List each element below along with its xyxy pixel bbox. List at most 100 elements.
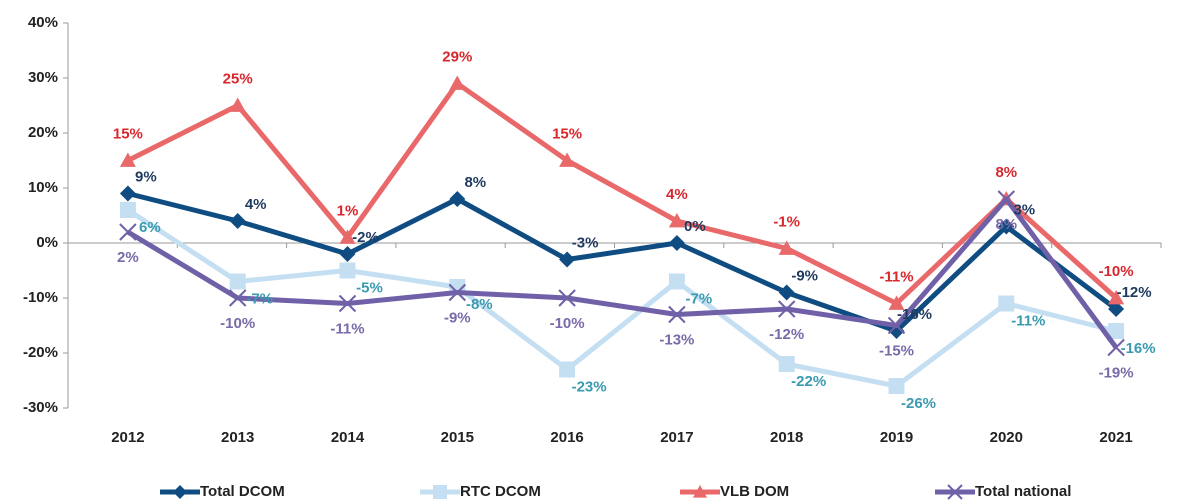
marker xyxy=(449,191,466,207)
marker xyxy=(668,305,686,324)
data-label: -23% xyxy=(572,378,607,395)
marker xyxy=(998,218,1015,235)
data-label: -19% xyxy=(1099,364,1134,381)
marker xyxy=(339,246,356,262)
legend-item: RTC DCOM xyxy=(420,483,541,500)
x-tick-label: 2021 xyxy=(1099,429,1132,446)
x-tick-label: 2013 xyxy=(221,429,254,446)
data-label: -10% xyxy=(1099,263,1134,280)
marker xyxy=(888,378,905,394)
x-tick-label: 2015 xyxy=(441,429,474,446)
data-label: 8% xyxy=(464,174,486,191)
marker xyxy=(947,484,963,500)
data-label: -9% xyxy=(791,267,818,284)
data-label: -8% xyxy=(466,296,493,313)
data-label: -2% xyxy=(352,229,379,246)
marker xyxy=(229,213,246,229)
marker xyxy=(998,295,1015,312)
marker xyxy=(558,289,576,307)
data-label: -7% xyxy=(686,290,713,307)
data-label: 1% xyxy=(337,202,359,219)
marker xyxy=(1108,323,1125,339)
marker xyxy=(119,202,136,218)
y-tick-label: -10% xyxy=(23,289,58,306)
y-tick-label: -30% xyxy=(23,399,58,416)
marker xyxy=(228,289,247,307)
legend-label: RTC DCOM xyxy=(460,483,541,500)
x-tick-label: 2016 xyxy=(550,429,583,446)
legend-label: Total national xyxy=(975,483,1071,500)
marker xyxy=(119,185,136,202)
marker xyxy=(433,485,447,499)
y-tick-label: 30% xyxy=(28,69,58,86)
marker xyxy=(1107,338,1125,357)
marker xyxy=(173,485,187,499)
marker xyxy=(229,273,246,290)
x-tick-label: 2019 xyxy=(880,429,913,446)
legend-label: Total DCOM xyxy=(200,483,285,500)
data-label: 4% xyxy=(666,186,688,203)
marker xyxy=(119,223,137,241)
data-label: 15% xyxy=(113,125,143,142)
data-label: -13% xyxy=(659,331,694,348)
data-label: -9% xyxy=(444,309,471,326)
data-label: -12% xyxy=(1117,284,1152,301)
marker xyxy=(668,213,685,228)
marker xyxy=(997,190,1016,208)
marker xyxy=(1108,301,1125,317)
marker xyxy=(559,251,576,268)
data-label: 4% xyxy=(245,196,267,213)
data-label: -16% xyxy=(1121,340,1156,357)
x-tick-label: 2020 xyxy=(990,429,1023,446)
data-label: -26% xyxy=(901,395,936,412)
legend-label: VLB DOM xyxy=(720,483,789,500)
marker xyxy=(449,75,466,90)
marker xyxy=(693,485,707,498)
marker xyxy=(778,240,795,255)
data-label: 29% xyxy=(442,48,472,65)
data-label: -11% xyxy=(879,268,913,285)
series-line xyxy=(127,191,1118,334)
marker xyxy=(448,283,467,302)
data-label: -11% xyxy=(330,320,364,337)
data-label: 2% xyxy=(117,249,139,266)
data-label: -1% xyxy=(773,213,800,230)
series-line xyxy=(126,81,1118,306)
data-label: -15% xyxy=(879,342,914,359)
marker xyxy=(887,316,906,335)
series-line xyxy=(126,196,1119,349)
marker xyxy=(559,361,576,378)
data-label: -5% xyxy=(356,279,383,296)
marker xyxy=(338,294,357,313)
data-label: 0% xyxy=(684,218,706,235)
x-tick-label: 2012 xyxy=(111,429,144,446)
data-label: 9% xyxy=(135,168,157,185)
legend-item: VLB DOM xyxy=(680,483,789,500)
data-label: -3% xyxy=(572,234,599,251)
marker xyxy=(778,356,795,372)
x-tick-label: 2018 xyxy=(770,429,803,446)
marker xyxy=(668,235,685,251)
data-label: -16% xyxy=(897,306,932,323)
marker xyxy=(119,152,136,167)
data-label: -12% xyxy=(769,326,804,343)
data-label: 8% xyxy=(995,164,1017,181)
data-label: -11% xyxy=(1011,312,1045,329)
data-label: -22% xyxy=(791,373,826,390)
data-label: 25% xyxy=(223,70,253,87)
marker xyxy=(777,300,796,318)
y-tick-label: -20% xyxy=(23,344,58,361)
marker xyxy=(1108,290,1125,305)
marker xyxy=(559,152,576,167)
marker xyxy=(339,262,356,279)
x-tick-label: 2014 xyxy=(331,429,365,446)
x-tick-label: 2017 xyxy=(660,429,693,446)
series-line xyxy=(126,207,1117,389)
data-label: 6% xyxy=(139,219,161,236)
y-tick-label: 10% xyxy=(28,179,58,196)
data-label: -7% xyxy=(246,290,273,307)
marker xyxy=(778,284,795,301)
marker xyxy=(229,97,246,112)
data-label: 8% xyxy=(995,216,1017,233)
